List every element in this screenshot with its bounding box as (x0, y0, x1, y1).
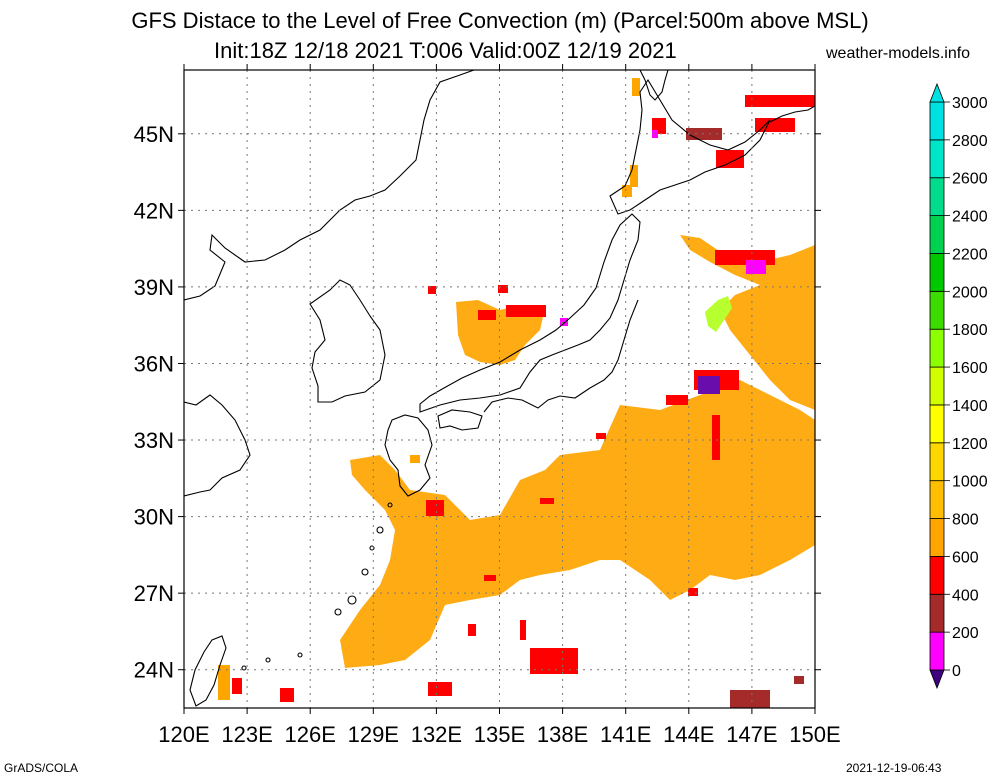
field-very-low-lfc (560, 130, 766, 394)
colorbar-box (929, 101, 945, 141)
colorbar-label: 200 (952, 625, 979, 642)
colorbar-box (929, 556, 945, 595)
lat-tick-label: 33N (134, 428, 174, 453)
coast-mainland (184, 70, 475, 497)
colorbar-box (929, 631, 945, 671)
coast-honshu (419, 213, 641, 413)
colorbar-box (929, 253, 945, 292)
colorbar-label: 0 (952, 663, 961, 680)
coast-sakhalin (639, 70, 669, 101)
field-south-band (340, 380, 815, 668)
field-patch (632, 78, 640, 96)
colorbar: 0 200 400 600 800 1000 1200 1400 1600 1800 2000 220… (929, 82, 988, 690)
lfc-field (218, 78, 815, 708)
lon-tick-label: 147E (726, 722, 777, 747)
lat-tick-label: 24N (134, 658, 174, 683)
coast-hokkaido (609, 78, 771, 215)
colorbar-box (929, 290, 945, 330)
lon-tick-label: 144E (663, 722, 714, 747)
colorbar-box (929, 480, 945, 519)
colorbar-label: 1800 (952, 322, 988, 339)
colorbar-box (929, 518, 945, 557)
coast-kyushu (384, 414, 433, 497)
lon-tick-label: 135E (474, 722, 525, 747)
colorbar-box (929, 328, 945, 368)
colorbar-label: 2000 (952, 284, 988, 301)
lon-tick-label: 129E (348, 722, 399, 747)
lat-tick-label: 30N (134, 505, 174, 530)
field-patch (630, 165, 638, 187)
coast-shikoku (437, 409, 483, 431)
colorbar-max-arrow (929, 82, 945, 103)
colorbar-label: 1600 (952, 360, 988, 377)
lon-axis: 120E 123E 126E 129E 132E 135E 138E 141E 144E 147E… (158, 64, 841, 747)
lon-tick-label: 120E (158, 722, 209, 747)
colorbar-label: 1000 (952, 474, 988, 491)
lat-tick-label: 39N (134, 275, 174, 300)
site-credit: weather-models.info (826, 45, 971, 62)
chart-title: GFS Distace to the Level of Free Convect… (131, 8, 869, 33)
colorbar-box (929, 139, 945, 179)
lon-tick-label: 138E (537, 722, 588, 747)
field-patch (218, 665, 230, 700)
colorbar-label: 1200 (952, 436, 988, 453)
graticule (184, 70, 815, 708)
colorbar-label: 1400 (952, 398, 988, 415)
field-high-lfc (705, 296, 732, 332)
software-credit: GrADS/COLA (4, 761, 79, 775)
lon-tick-label: 141E (600, 722, 651, 747)
lon-tick-label: 132E (411, 722, 462, 747)
colorbar-label: 2800 (952, 133, 988, 150)
colorbar-box (929, 593, 945, 633)
lon-tick-label: 126E (285, 722, 336, 747)
coast-korea (309, 279, 386, 403)
lon-tick-label: 123E (221, 722, 272, 747)
coast-ryukyu (241, 502, 393, 671)
lon-tick-label: 150E (789, 722, 840, 747)
lat-tick-label: 42N (134, 198, 174, 223)
colorbar-box (929, 404, 945, 444)
coast-honshu-south (483, 299, 639, 413)
colorbar-label: 2400 (952, 209, 988, 226)
colorbar-label: 3000 (952, 95, 988, 112)
lat-axis: 24N 27N 30N 33N 36N 39N 42N 45N (134, 122, 821, 683)
lat-tick-label: 45N (134, 122, 174, 147)
colorbar-label: 400 (952, 587, 979, 604)
colorbar-box (929, 366, 945, 406)
field-patch (622, 185, 632, 197)
colorbar-min-arrow (929, 669, 945, 690)
colorbar-box (929, 442, 945, 482)
lat-tick-label: 27N (134, 581, 174, 606)
colorbar-box (929, 177, 945, 217)
colorbar-box (929, 215, 945, 254)
colorbar-label: 2600 (952, 171, 988, 188)
field-patch (410, 455, 420, 463)
chart-subtitle: Init:18Z 12/18 2021 T:006 Valid:00Z 12/1… (214, 38, 677, 63)
colorbar-label: 600 (952, 549, 979, 566)
coastlines (184, 70, 815, 707)
timestamp: 2021-12-19-06:43 (846, 761, 942, 775)
field-northeast (680, 235, 815, 410)
colorbar-label: 2200 (952, 246, 988, 263)
coast-kurils (769, 105, 815, 123)
coast-taiwan (189, 635, 227, 707)
colorbar-label: 800 (952, 512, 979, 529)
lat-tick-label: 36N (134, 351, 174, 376)
